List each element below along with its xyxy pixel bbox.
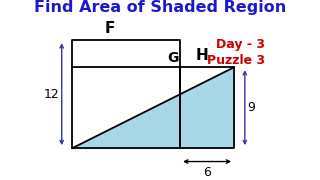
Text: Puzzle 3: Puzzle 3 [207, 54, 266, 67]
Polygon shape [180, 67, 234, 148]
Text: Find Area of Shaded Region: Find Area of Shaded Region [34, 0, 286, 15]
Text: Day - 3: Day - 3 [216, 38, 266, 51]
Text: 6: 6 [203, 166, 211, 179]
Text: 9: 9 [247, 101, 255, 114]
Text: H: H [195, 48, 208, 63]
Text: G: G [167, 51, 179, 65]
Text: F: F [105, 21, 116, 36]
Text: 12: 12 [43, 88, 59, 101]
Polygon shape [73, 94, 180, 148]
